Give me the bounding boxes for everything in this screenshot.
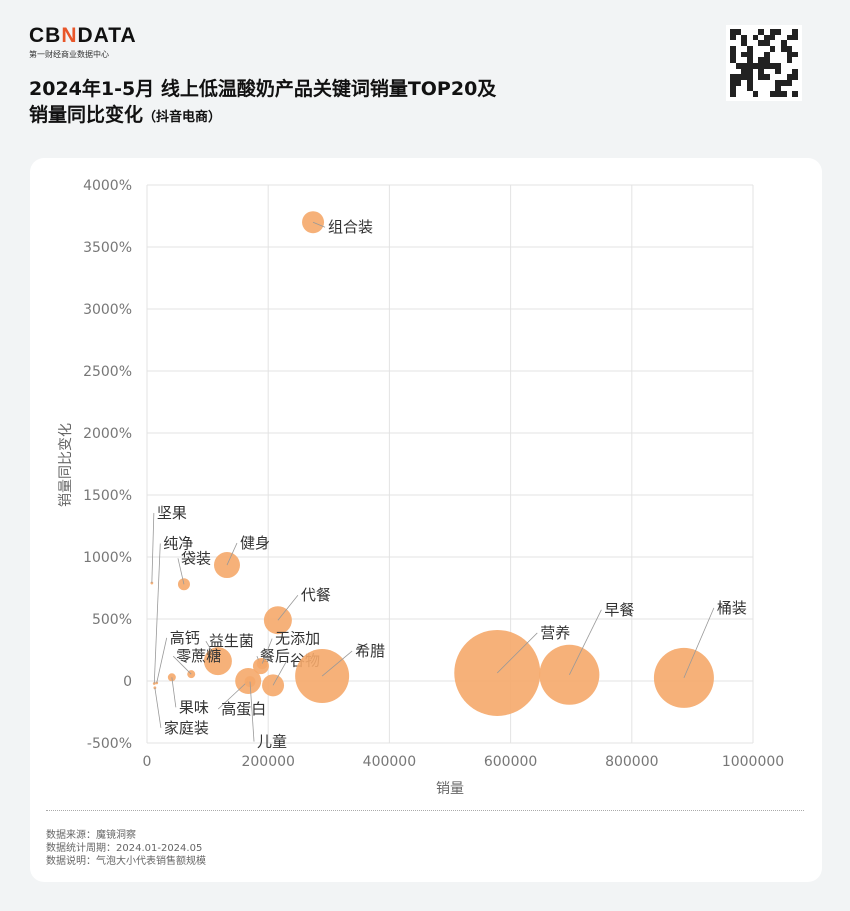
data-source: 数据来源：魔镜洞察 xyxy=(46,830,136,841)
y-tick-label: 500% xyxy=(92,612,132,628)
bubble-label: 果味 xyxy=(179,698,209,716)
divider xyxy=(46,810,804,811)
y-tick-label: -500% xyxy=(87,736,132,752)
leader-line xyxy=(321,650,353,677)
leader-line xyxy=(261,638,273,664)
leader-line xyxy=(205,640,219,662)
bubble-label: 儿童 xyxy=(257,733,287,751)
x-tick-label: 1000000 xyxy=(722,754,784,770)
x-tick-label: 800000 xyxy=(605,754,658,770)
x-tick-label: 600000 xyxy=(484,754,537,770)
leader-line xyxy=(683,607,715,679)
bubble-label: 希腊 xyxy=(355,642,385,660)
brand-subtitle: 第一财经商业数据中心 xyxy=(29,50,109,59)
y-tick-label: 2000% xyxy=(83,426,132,442)
leader-line xyxy=(171,677,177,708)
x-tick-label: 0 xyxy=(143,754,152,770)
y-tick-label: 3000% xyxy=(83,302,132,318)
leader-line xyxy=(172,655,192,675)
y-axis-label: 销量同比变化 xyxy=(58,423,74,507)
x-tick-label: 400000 xyxy=(363,754,416,770)
bubble-label: 代餐 xyxy=(301,586,331,604)
y-tick-label: 1500% xyxy=(83,488,132,504)
y-tick-label: 4000% xyxy=(83,178,132,194)
bubble-label: 高蛋白 xyxy=(221,700,266,718)
leader-line xyxy=(156,637,168,683)
x-axis-label: 销量 xyxy=(436,781,464,797)
leader-line xyxy=(277,594,299,621)
title-suffix: （抖音电商） xyxy=(143,110,222,125)
bubble-label: 组合装 xyxy=(328,218,373,236)
bubble-label: 家庭装 xyxy=(164,719,209,737)
data-period: 数据统计周期：2024.01-2024.05 xyxy=(46,843,203,854)
leader-line xyxy=(154,687,162,728)
bubble-label: 益生菌 xyxy=(209,632,254,650)
bubble-label: 健身 xyxy=(240,534,270,552)
chart-card xyxy=(30,158,822,882)
data-note: 数据说明：气泡大小代表销售额规模 xyxy=(46,856,206,867)
leader-line xyxy=(249,681,255,742)
brand: CBNDATA xyxy=(29,24,137,47)
leader-line xyxy=(151,513,155,584)
leader-line xyxy=(272,660,288,686)
footer-notes: 数据来源：魔镜洞察 数据统计周期：2024.01-2024.05 数据说明：气泡… xyxy=(46,829,206,868)
bubble-label: 高钙 xyxy=(170,629,200,647)
leader-line xyxy=(226,542,238,566)
leader-line xyxy=(217,680,249,710)
y-tick-label: 2500% xyxy=(83,364,132,380)
bubble-label: 纯净 xyxy=(163,534,193,552)
title-line1: 2024年1-5月 线上低温酸奶产品关键词销量TOP20及 xyxy=(29,78,497,100)
bubble-label: 无添加 xyxy=(275,630,320,648)
cbndata-logo: CBNDATA 第一财经商业数据中心 xyxy=(29,24,137,60)
bubble-label: 零蔗糖 xyxy=(176,647,221,665)
qr-code xyxy=(726,25,802,101)
leader-line xyxy=(153,543,161,684)
bubble-label: 袋装 xyxy=(181,549,211,567)
title-line2: 销量同比变化 xyxy=(29,104,144,126)
leader-line xyxy=(496,632,538,674)
bubble-label: 营养 xyxy=(540,624,570,642)
bubble-label: 坚果 xyxy=(157,504,187,522)
bubble-label: 餐后 xyxy=(260,647,290,665)
page-title: 2024年1-5月 线上低温酸奶产品关键词销量TOP20及 销量同比变化（抖音电… xyxy=(29,76,496,131)
leader-line xyxy=(569,609,602,675)
x-tick-label: 200000 xyxy=(241,754,294,770)
leader-line xyxy=(312,221,326,228)
bubble-label: 早餐 xyxy=(604,601,634,619)
bubble-坚果 xyxy=(150,581,154,585)
y-tick-label: 1000% xyxy=(83,550,132,566)
leader-line xyxy=(177,558,185,585)
y-tick-label: 0 xyxy=(123,674,132,690)
y-tick-label: 3500% xyxy=(83,240,132,256)
bubble-label: 桶装 xyxy=(717,599,747,617)
